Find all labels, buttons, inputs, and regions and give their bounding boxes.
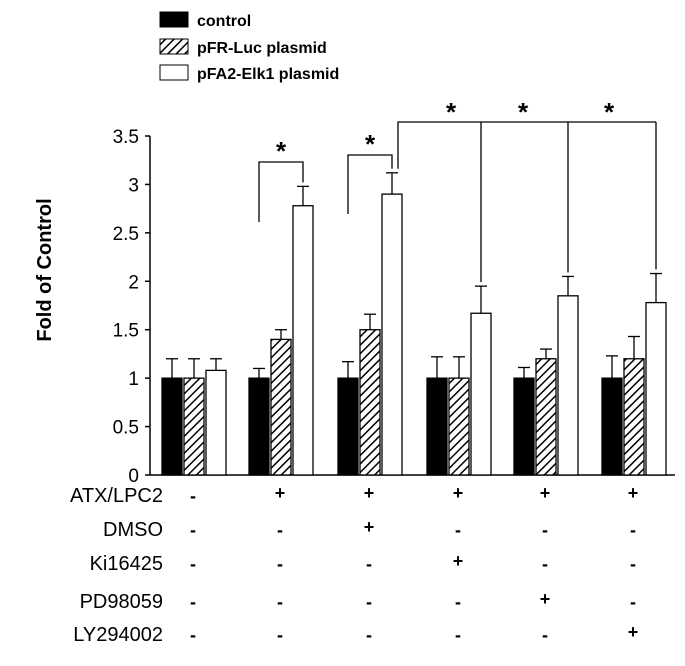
- treatment-sign: -: [630, 554, 636, 574]
- significance-bracket: [347, 154, 393, 214]
- treatment-sign: -: [190, 486, 196, 506]
- bar-pfa2-elk1: [381, 193, 403, 476]
- treatment-sign: +: [364, 483, 375, 503]
- treatment-sign: -: [190, 520, 196, 540]
- significance-star: *: [365, 129, 376, 159]
- treatment-sign: -: [190, 592, 196, 612]
- bar-pfa2-elk1: [557, 295, 579, 476]
- treatment-sign: +: [453, 551, 464, 571]
- bar-pfa2-elk1: [470, 312, 492, 476]
- bar-pfa2-elk1: [205, 369, 227, 476]
- treatment-sign: -: [366, 625, 372, 645]
- significance-star: *: [604, 97, 615, 127]
- legend-label-control: control: [197, 13, 251, 30]
- treatment-sign: +: [540, 589, 551, 609]
- bar-pfa2-elk1: [645, 301, 667, 476]
- y-tick-label: 0.5: [113, 418, 139, 439]
- treatment-sign: +: [628, 483, 639, 503]
- treatment-sign: -: [455, 625, 461, 645]
- treatment-label: Ki16425: [90, 553, 163, 575]
- treatment-label: LY294002: [73, 624, 163, 646]
- treatment-sign: -: [190, 554, 196, 574]
- significance-star: *: [446, 97, 457, 127]
- y-tick-label: 3: [128, 175, 139, 196]
- y-axis-label: Fold of Control: [34, 198, 56, 341]
- legend-swatch-pfa2-elk1: [159, 64, 189, 81]
- treatment-sign: +: [453, 483, 464, 503]
- bar-pfa2-elk1: [292, 205, 314, 476]
- legend-label-pfr-luc: pFR-Luc plasmid: [197, 40, 327, 57]
- y-tick-label: 1.5: [113, 321, 139, 342]
- treatment-sign: -: [190, 625, 196, 645]
- bar-pfr-luc: [448, 377, 470, 476]
- treatment-sign: -: [630, 592, 636, 612]
- y-tick-label: 1: [128, 369, 139, 390]
- bar-control: [513, 377, 535, 476]
- treatment-sign: -: [277, 554, 283, 574]
- treatment-label: PD98059: [80, 591, 163, 613]
- y-axis: 0 0.5 1 1.5 2 2.5 3 3.5: [113, 127, 675, 487]
- significance-star: *: [276, 136, 287, 166]
- y-tick-label: 0: [128, 466, 139, 487]
- bar-pfr-luc: [359, 329, 381, 476]
- bar-control: [161, 377, 183, 476]
- bar-pfr-luc: [535, 358, 557, 476]
- y-tick-label: 2: [128, 272, 139, 293]
- bar-pfr-luc: [183, 377, 205, 476]
- treatment-sign: -: [455, 592, 461, 612]
- bar-pfr-luc: [623, 358, 645, 476]
- treatment-sign: +: [364, 517, 375, 537]
- treatment-sign: -: [630, 520, 636, 540]
- treatment-table: ATX/LPC2 - + + + + + DMSO - - + - - - Ki16425 - - - + - - PD9…: [70, 483, 638, 646]
- legend-swatch-control: [159, 11, 189, 28]
- treatment-sign: -: [366, 554, 372, 574]
- significance-star: *: [518, 97, 529, 127]
- significance-bracket: [258, 161, 304, 222]
- bar-control: [248, 377, 270, 476]
- treatment-sign: -: [277, 625, 283, 645]
- bar-control: [337, 377, 359, 476]
- treatment-sign: -: [366, 592, 372, 612]
- bar-control: [426, 377, 448, 476]
- significance-bracket: [397, 121, 656, 169]
- treatment-sign: +: [275, 483, 286, 503]
- treatment-sign: +: [628, 622, 639, 642]
- treatment-sign: -: [277, 592, 283, 612]
- y-tick-label: 3.5: [113, 127, 139, 148]
- treatment-label: ATX/LPC2: [70, 485, 163, 507]
- treatment-sign: -: [542, 554, 548, 574]
- treatment-sign: -: [455, 520, 461, 540]
- significance-annotations: * * * * *: [258, 97, 657, 283]
- y-tick-label: 2.5: [113, 224, 139, 245]
- treatment-sign: +: [540, 483, 551, 503]
- treatment-sign: -: [542, 520, 548, 540]
- legend-label-pfa2-elk1: pFA2-Elk1 plasmid: [197, 66, 339, 83]
- treatment-sign: -: [277, 520, 283, 540]
- bar-pfr-luc: [270, 338, 292, 476]
- treatment-sign: -: [542, 625, 548, 645]
- treatment-label: DMSO: [103, 519, 163, 541]
- legend-swatch-pfr-luc: [159, 38, 189, 55]
- bar-control: [601, 377, 623, 476]
- legend: control pFR-Luc plasmid pFA2-Elk1 plasmi…: [159, 11, 339, 83]
- bars: [161, 172, 667, 476]
